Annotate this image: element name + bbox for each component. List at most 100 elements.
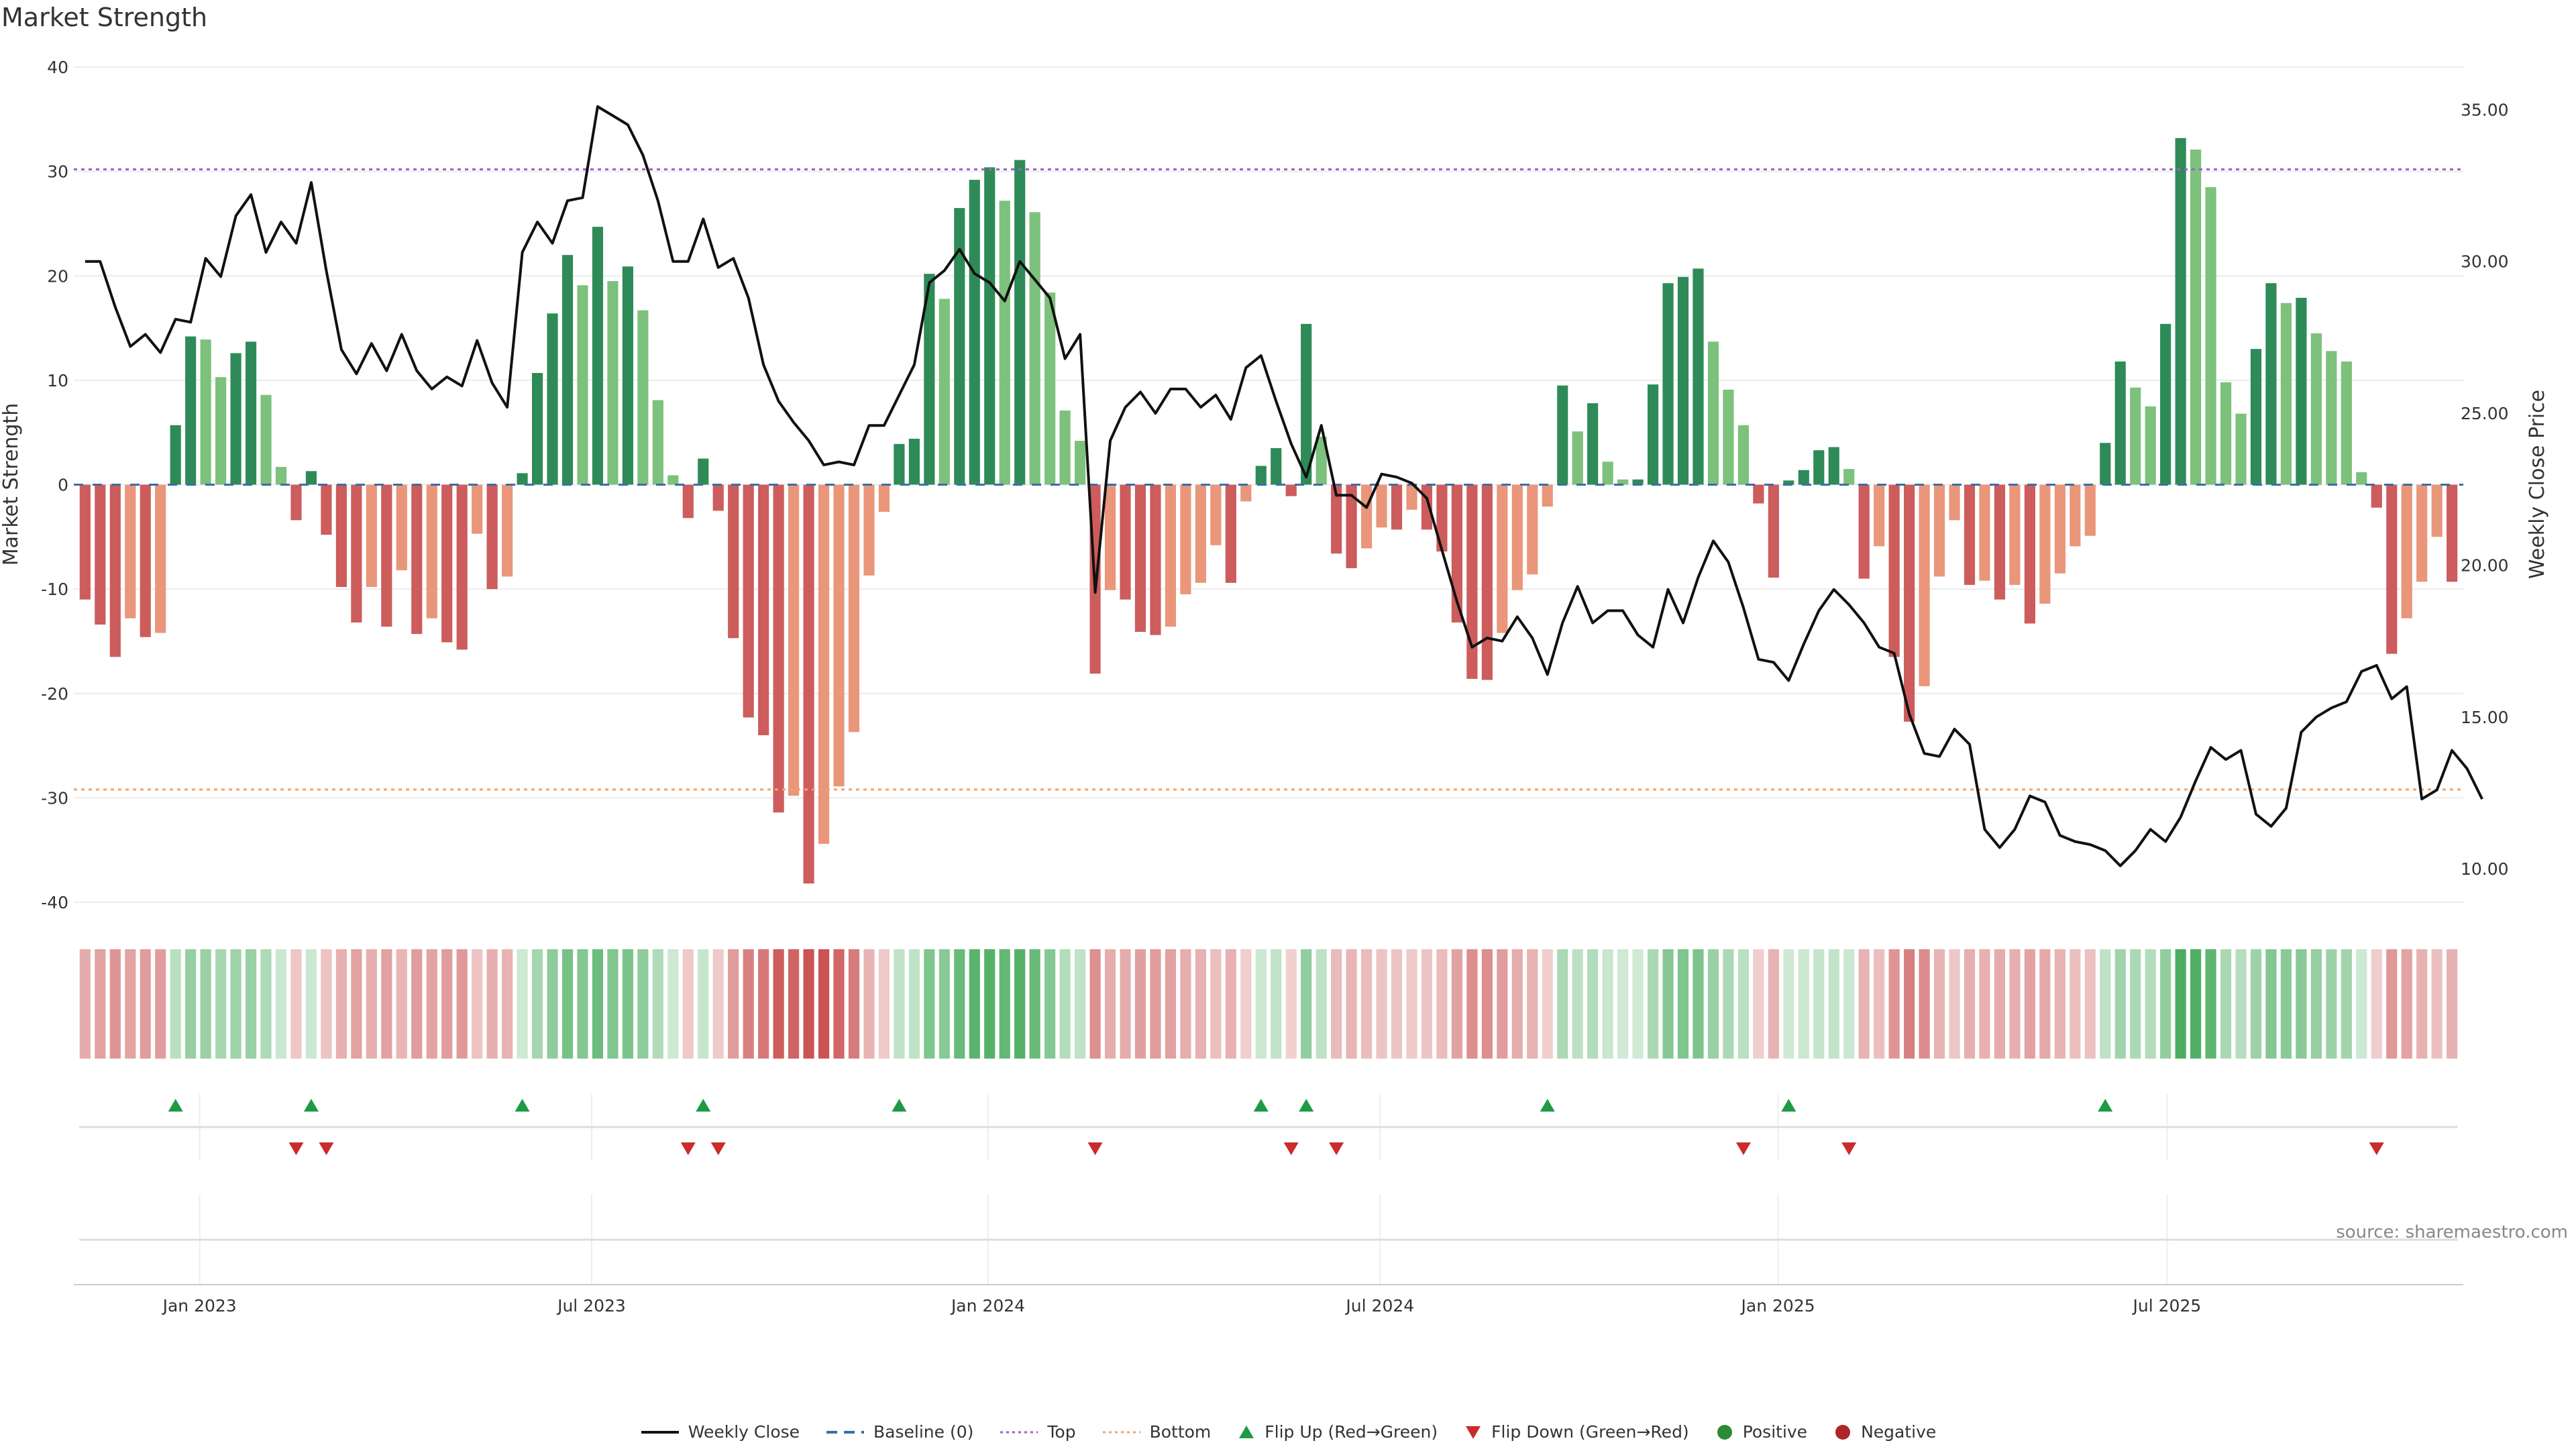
heat-strip-cell — [1874, 949, 1885, 1059]
strength-bar — [1994, 484, 2006, 600]
strength-bar — [1828, 447, 1839, 485]
strength-bar — [1783, 480, 1794, 485]
strength-bar — [547, 313, 558, 485]
heat-strip-cell — [592, 949, 604, 1059]
y-tick-label-right: 30.00 — [2461, 252, 2509, 272]
heat-strip-cell — [652, 949, 663, 1059]
flip-down-marker — [680, 1142, 696, 1155]
strength-bar — [1271, 448, 1282, 485]
strength-bar — [1210, 484, 1222, 545]
heat-strip-cell — [1933, 949, 1945, 1059]
heat-strip-cell — [109, 949, 121, 1059]
strength-bar — [1511, 484, 1523, 590]
y-tick-label-right: 20.00 — [2461, 555, 2509, 575]
heat-strip-cell — [441, 949, 453, 1059]
strength-bar — [1919, 484, 1930, 686]
flip-down-marker — [288, 1142, 304, 1155]
heat-strip-cell — [938, 949, 950, 1059]
strength-bar — [1240, 484, 1252, 502]
heat-strip-cell — [1346, 949, 1357, 1059]
heat-strip-cell — [1919, 949, 1930, 1059]
heat-strip-cell — [200, 949, 211, 1059]
strength-bar — [456, 484, 468, 650]
strength-bar — [2250, 349, 2262, 485]
heat-strip-cell — [1647, 949, 1659, 1059]
heat-strip-cell — [1994, 949, 2006, 1059]
strength-bar — [833, 484, 845, 787]
strength-bar — [894, 443, 905, 485]
strength-bar — [1360, 484, 1373, 549]
strength-bar — [1527, 484, 1538, 575]
heat-strip-cell — [1059, 949, 1071, 1059]
strength-bar — [2054, 484, 2065, 574]
heat-strip-cell — [577, 949, 588, 1059]
heat-strip-cell — [290, 949, 302, 1059]
strength-bar — [1406, 484, 1417, 510]
strength-bar — [1843, 469, 1855, 485]
heat-strip-cell — [1632, 949, 1644, 1059]
strength-bar — [652, 400, 663, 485]
flip-up-marker — [892, 1099, 907, 1112]
legend-item: Weekly Close — [640, 1422, 800, 1442]
heat-strip-cell — [275, 949, 287, 1059]
flip-up-marker — [1253, 1099, 1269, 1112]
heat-strip-cell — [667, 949, 679, 1059]
strength-bar — [1180, 484, 1191, 594]
heat-strip-cell — [863, 949, 875, 1059]
heat-strip-cell — [2310, 949, 2322, 1059]
strength-bar — [1964, 484, 1976, 585]
strength-bar — [1693, 268, 1704, 485]
heat-strip-cell — [1587, 949, 1599, 1059]
heat-strip-cell — [1737, 949, 1749, 1059]
strength-bar — [1195, 484, 1206, 583]
heat-strip-cell — [1271, 949, 1282, 1059]
strength-bar — [1677, 276, 1689, 485]
strength-bar — [607, 281, 619, 485]
heat-strip-cell — [2356, 949, 2367, 1059]
heat-strip-cell — [1104, 949, 1116, 1059]
strength-bar — [743, 484, 754, 718]
flip-up-marker — [1781, 1099, 1796, 1112]
strength-bar — [1647, 384, 1659, 485]
strength-bar — [682, 484, 694, 519]
strength-bar — [1737, 425, 1749, 485]
strength-bar — [1225, 484, 1236, 583]
heat-strip-cell — [1165, 949, 1177, 1059]
heat-strip-cell — [1376, 949, 1387, 1059]
strength-bar — [200, 339, 211, 485]
heat-strip-cell — [2054, 949, 2065, 1059]
heat-strip-cell — [1798, 949, 1809, 1059]
heat-strip-cell — [1134, 949, 1146, 1059]
heat-strip-cell — [140, 949, 151, 1059]
legend-label: Weekly Close — [688, 1422, 800, 1442]
heat-strip-cell — [1497, 949, 1508, 1059]
heat-strip-cell — [1436, 949, 1448, 1059]
heat-strip-cell — [1120, 949, 1131, 1059]
y-tick-label-left: 20 — [47, 266, 68, 286]
strength-bar — [2401, 484, 2412, 619]
y-tick-label-right: 10.00 — [2461, 859, 2509, 879]
flip-down-marker — [319, 1142, 334, 1155]
strength-bar — [712, 484, 724, 511]
strength-bar — [698, 458, 709, 485]
strength-bar — [290, 484, 302, 521]
strength-bar — [1979, 484, 1990, 581]
heat-strip-cell — [1421, 949, 1433, 1059]
heat-strip-cell — [1949, 949, 1960, 1059]
heat-strip-cell — [2009, 949, 2021, 1059]
heat-strip-cell — [1089, 949, 1101, 1059]
heat-strip-cell — [1180, 949, 1191, 1059]
heat-strip-cell — [607, 949, 619, 1059]
heat-strip-cell — [1979, 949, 1990, 1059]
strength-bar — [999, 201, 1010, 485]
legend-swatch-icon — [826, 1430, 865, 1434]
heat-strip-cell — [547, 949, 558, 1059]
heat-strip-cell — [788, 949, 800, 1059]
strength-bar — [245, 341, 257, 485]
heat-strip-cell — [894, 949, 905, 1059]
strength-bar — [351, 484, 362, 623]
flip-down-marker — [710, 1142, 726, 1155]
heat-strip-cell — [2296, 949, 2307, 1059]
heat-strip-cell — [2070, 949, 2081, 1059]
